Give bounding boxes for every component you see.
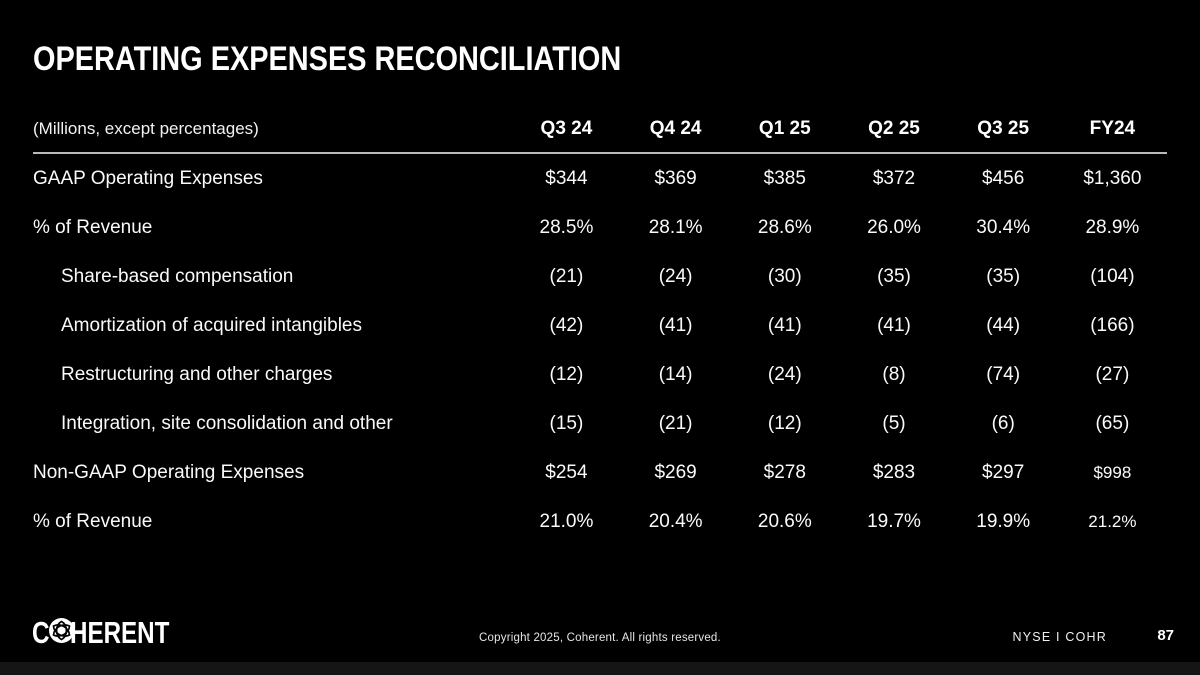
table-cell: 21.2% — [1088, 511, 1137, 531]
table-cell: (8) — [882, 363, 906, 385]
table-cell: 28.5% — [539, 216, 594, 238]
table-cell: (12) — [549, 363, 584, 385]
table-cell: 26.0% — [867, 216, 921, 238]
table-cell: $1,360 — [1083, 167, 1142, 189]
table-cell: (41) — [877, 314, 911, 336]
table-cell: (44) — [986, 314, 1021, 336]
table-cell: (15) — [549, 412, 584, 434]
table-cell: 19.7% — [867, 510, 921, 532]
table-row: % of Revenue 21.0% 20.4% 20.6% 19.7% 19.9% 21.… — [33, 497, 1167, 546]
expenses-reconciliation-table: (Millions, except percentages) Q3 24 Q4 … — [33, 106, 1167, 546]
table-row: Amortization of acquired intangibles (42)… — [33, 301, 1167, 350]
table-cell: $998 — [1093, 462, 1132, 482]
copyright-text: Copyright 2025, Coherent. All rights res… — [479, 632, 721, 644]
table-cell: (14) — [658, 363, 693, 385]
table-row: Integration, site consolidation and othe… — [33, 399, 1167, 448]
table-cell: 21.0% — [539, 510, 594, 532]
table-cell: (21) — [658, 412, 693, 434]
logo-letters-herent: HERENT — [70, 615, 170, 650]
table-cell: 20.6% — [757, 510, 812, 532]
table-cell: $278 — [763, 461, 806, 483]
page-number: 87 — [1157, 627, 1174, 644]
row-label: % of Revenue — [33, 216, 153, 238]
table-cell: (166) — [1090, 314, 1135, 336]
expenses-table-body: GAAP Operating Expenses $344 $369 $385 $372 $… — [33, 153, 1167, 546]
row-label: % of Revenue — [33, 510, 153, 532]
table-cell: (27) — [1095, 363, 1130, 385]
table-row: Restructuring and other charges (12) (14) (… — [33, 350, 1167, 399]
table-cell: 28.9% — [1085, 216, 1140, 238]
table-row: GAAP Operating Expenses $344 $369 $385 $372 $… — [33, 153, 1167, 203]
stock-ticker: NYSE I COHR — [1012, 630, 1107, 644]
table-cell: (5) — [882, 412, 906, 434]
column-header-q2-25: Q2 25 — [868, 118, 920, 139]
table-cell: $385 — [763, 167, 806, 189]
column-header-fy24: FY24 — [1089, 118, 1136, 139]
table-header-row: (Millions, except percentages) Q3 24 Q4 … — [33, 106, 1167, 153]
table-cell: 19.9% — [976, 510, 1031, 532]
table-caption: (Millions, except percentages) — [33, 119, 259, 138]
row-label: Amortization of acquired intangibles — [61, 314, 363, 336]
table-row: Share-based compensation (21) (24) (30) (35)… — [33, 252, 1167, 301]
table-cell: (6) — [991, 412, 1015, 434]
coherent-orbit-icon — [48, 617, 75, 649]
table-cell: (104) — [1090, 265, 1135, 287]
table-row: % of Revenue 28.5% 28.1% 28.6% 26.0% 30.4% 28.… — [33, 203, 1167, 252]
table-cell: $372 — [872, 167, 916, 189]
table-cell: $254 — [545, 461, 588, 483]
table-cell: (30) — [767, 265, 802, 287]
table-cell: 28.6% — [757, 216, 812, 238]
table-cell: $369 — [654, 167, 697, 189]
table-cell: $456 — [982, 167, 1025, 189]
table-cell: $344 — [545, 167, 588, 189]
column-header-q3-25: Q3 25 — [977, 118, 1030, 139]
table-cell: (24) — [658, 265, 693, 287]
column-header-q4-24: Q4 24 — [649, 118, 702, 139]
table-cell: 28.1% — [648, 216, 703, 238]
table-cell: (35) — [986, 265, 1021, 287]
table-cell: 20.4% — [648, 510, 703, 532]
table-cell: (42) — [549, 314, 584, 336]
row-label: Non-GAAP Operating Expenses — [33, 461, 305, 483]
table-cell: (74) — [986, 363, 1021, 385]
page-title: OPERATING EXPENSES RECONCILIATION — [33, 40, 622, 78]
table-cell: (21) — [549, 265, 584, 287]
table-cell: (41) — [767, 314, 802, 336]
row-label: Restructuring and other charges — [61, 363, 333, 385]
row-label: Integration, site consolidation and othe… — [61, 412, 393, 434]
table-cell: (65) — [1095, 412, 1130, 434]
table-cell: (35) — [877, 265, 911, 287]
table-row: Non-GAAP Operating Expenses $254 $269 $278 $… — [33, 448, 1167, 497]
row-label: GAAP Operating Expenses — [33, 167, 263, 189]
row-label: Share-based compensation — [61, 265, 294, 287]
bottom-strip — [0, 662, 1200, 675]
column-header-q1-25: Q1 25 — [758, 118, 811, 139]
table-cell: (41) — [658, 314, 693, 336]
logo-letter-c: C — [32, 615, 50, 650]
table-cell: 30.4% — [976, 216, 1031, 238]
table-cell: $269 — [654, 461, 697, 483]
table-cell: $283 — [872, 461, 916, 483]
column-header-q3-24: Q3 24 — [540, 118, 593, 139]
table-cell: $297 — [982, 461, 1025, 483]
coherent-logo: C HERENT — [32, 616, 198, 650]
table-cell: (24) — [767, 363, 802, 385]
table-cell: (12) — [767, 412, 802, 434]
